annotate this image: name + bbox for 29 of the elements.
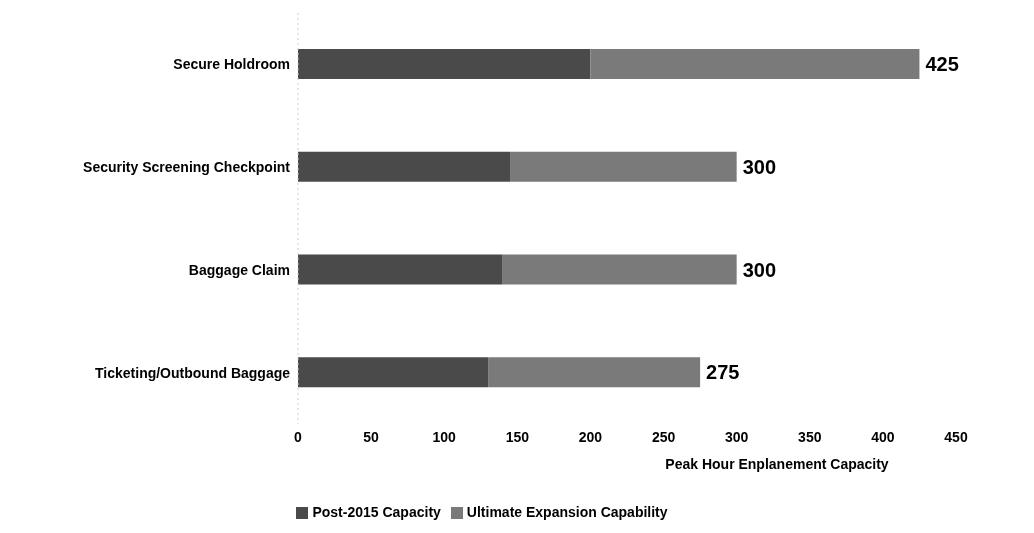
y-tick-label: Security Screening Checkpoint xyxy=(83,159,291,176)
x-tick-label: 350 xyxy=(798,428,822,445)
total-label: 300 xyxy=(742,155,777,178)
x-tick-label: 0 xyxy=(294,428,303,445)
total-label: 275 xyxy=(706,361,740,384)
x-axis-title: Peak Hour Enplanement Capacity xyxy=(665,456,889,472)
bar xyxy=(488,357,701,388)
legend-label: Ultimate Expansion Capability xyxy=(466,504,668,520)
y-tick-label: Baggage Claim xyxy=(188,261,290,278)
legend-label: Post-2015 Capacity xyxy=(312,504,441,520)
y-tick-label: Ticketing/Outbound Baggage xyxy=(95,364,291,381)
bar xyxy=(298,254,503,285)
bar xyxy=(590,49,920,79)
x-tick-label: 250 xyxy=(651,428,676,445)
y-tick-label: Secure Holdroom xyxy=(173,56,290,73)
x-tick-label: 200 xyxy=(578,428,603,445)
x-tick-label: 300 xyxy=(724,428,749,445)
total-label: 425 xyxy=(925,53,959,75)
x-tick-label: 150 xyxy=(505,428,530,445)
bar xyxy=(298,357,489,388)
bar xyxy=(298,49,591,79)
x-tick-label: 400 xyxy=(871,428,895,445)
bar xyxy=(298,151,511,182)
total-label: 300 xyxy=(742,258,777,281)
x-tick-label: 450 xyxy=(944,428,968,445)
bar xyxy=(502,254,737,285)
x-tick-label: 50 xyxy=(363,428,380,445)
bar xyxy=(510,151,737,182)
x-tick-label: 100 xyxy=(432,428,457,445)
